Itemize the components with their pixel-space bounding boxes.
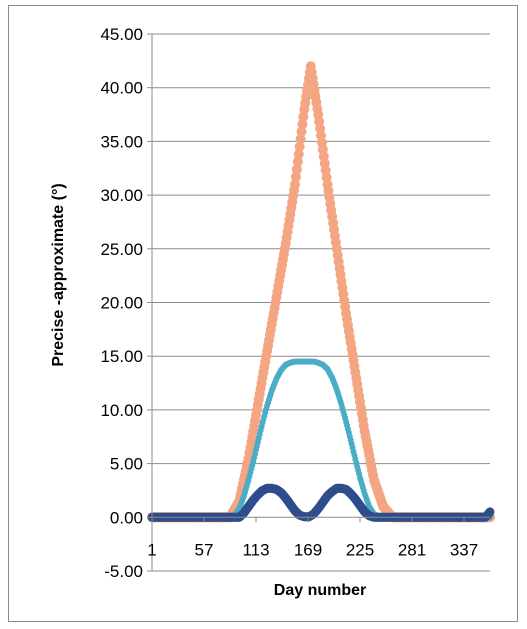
plot-area	[147, 61, 495, 523]
data-point	[297, 119, 308, 130]
y-tick-label: 30.00	[100, 186, 143, 205]
x-tick-label: 1	[147, 540, 156, 559]
data-point	[291, 164, 302, 175]
y-tick-label: 35.00	[100, 132, 143, 151]
data-point	[485, 507, 495, 517]
data-point	[295, 134, 306, 145]
tick-labels: -5.00 0.00 5.00 10.00 15.00 20.00 25.00 30.00 35…	[100, 25, 478, 581]
data-point	[294, 141, 305, 152]
y-tick-label: 5.00	[110, 455, 143, 474]
data-point	[298, 111, 309, 122]
x-tick-label: 57	[195, 540, 214, 559]
y-tick-label: 20.00	[100, 294, 143, 313]
series-0	[147, 61, 495, 523]
x-axis-title: Day number	[274, 582, 366, 599]
y-axis-title: Precise -approximate (°)	[50, 183, 67, 366]
x-tick-label: 169	[294, 540, 322, 559]
series-2	[147, 483, 495, 522]
data-point	[290, 171, 301, 182]
y-tick-label: 40.00	[100, 79, 143, 98]
data-point	[292, 156, 303, 167]
x-tick-label: 225	[346, 540, 374, 559]
x-tick-label: 113	[242, 540, 269, 559]
y-tick-label: 0.00	[110, 508, 143, 527]
y-tick-label: 10.00	[100, 401, 143, 420]
axes	[147, 33, 490, 572]
y-tick-label: 25.00	[100, 240, 143, 259]
series-1	[149, 358, 493, 521]
data-point	[296, 126, 307, 137]
data-point	[293, 149, 304, 160]
x-tick-label: 281	[398, 540, 426, 559]
y-tick-label: -5.00	[104, 562, 143, 581]
y-tick-label: 45.00	[100, 25, 143, 44]
y-tick-label: 15.00	[100, 347, 143, 366]
gridlines	[152, 33, 490, 572]
data-point	[290, 179, 300, 190]
x-tick-label: 337	[450, 540, 478, 559]
